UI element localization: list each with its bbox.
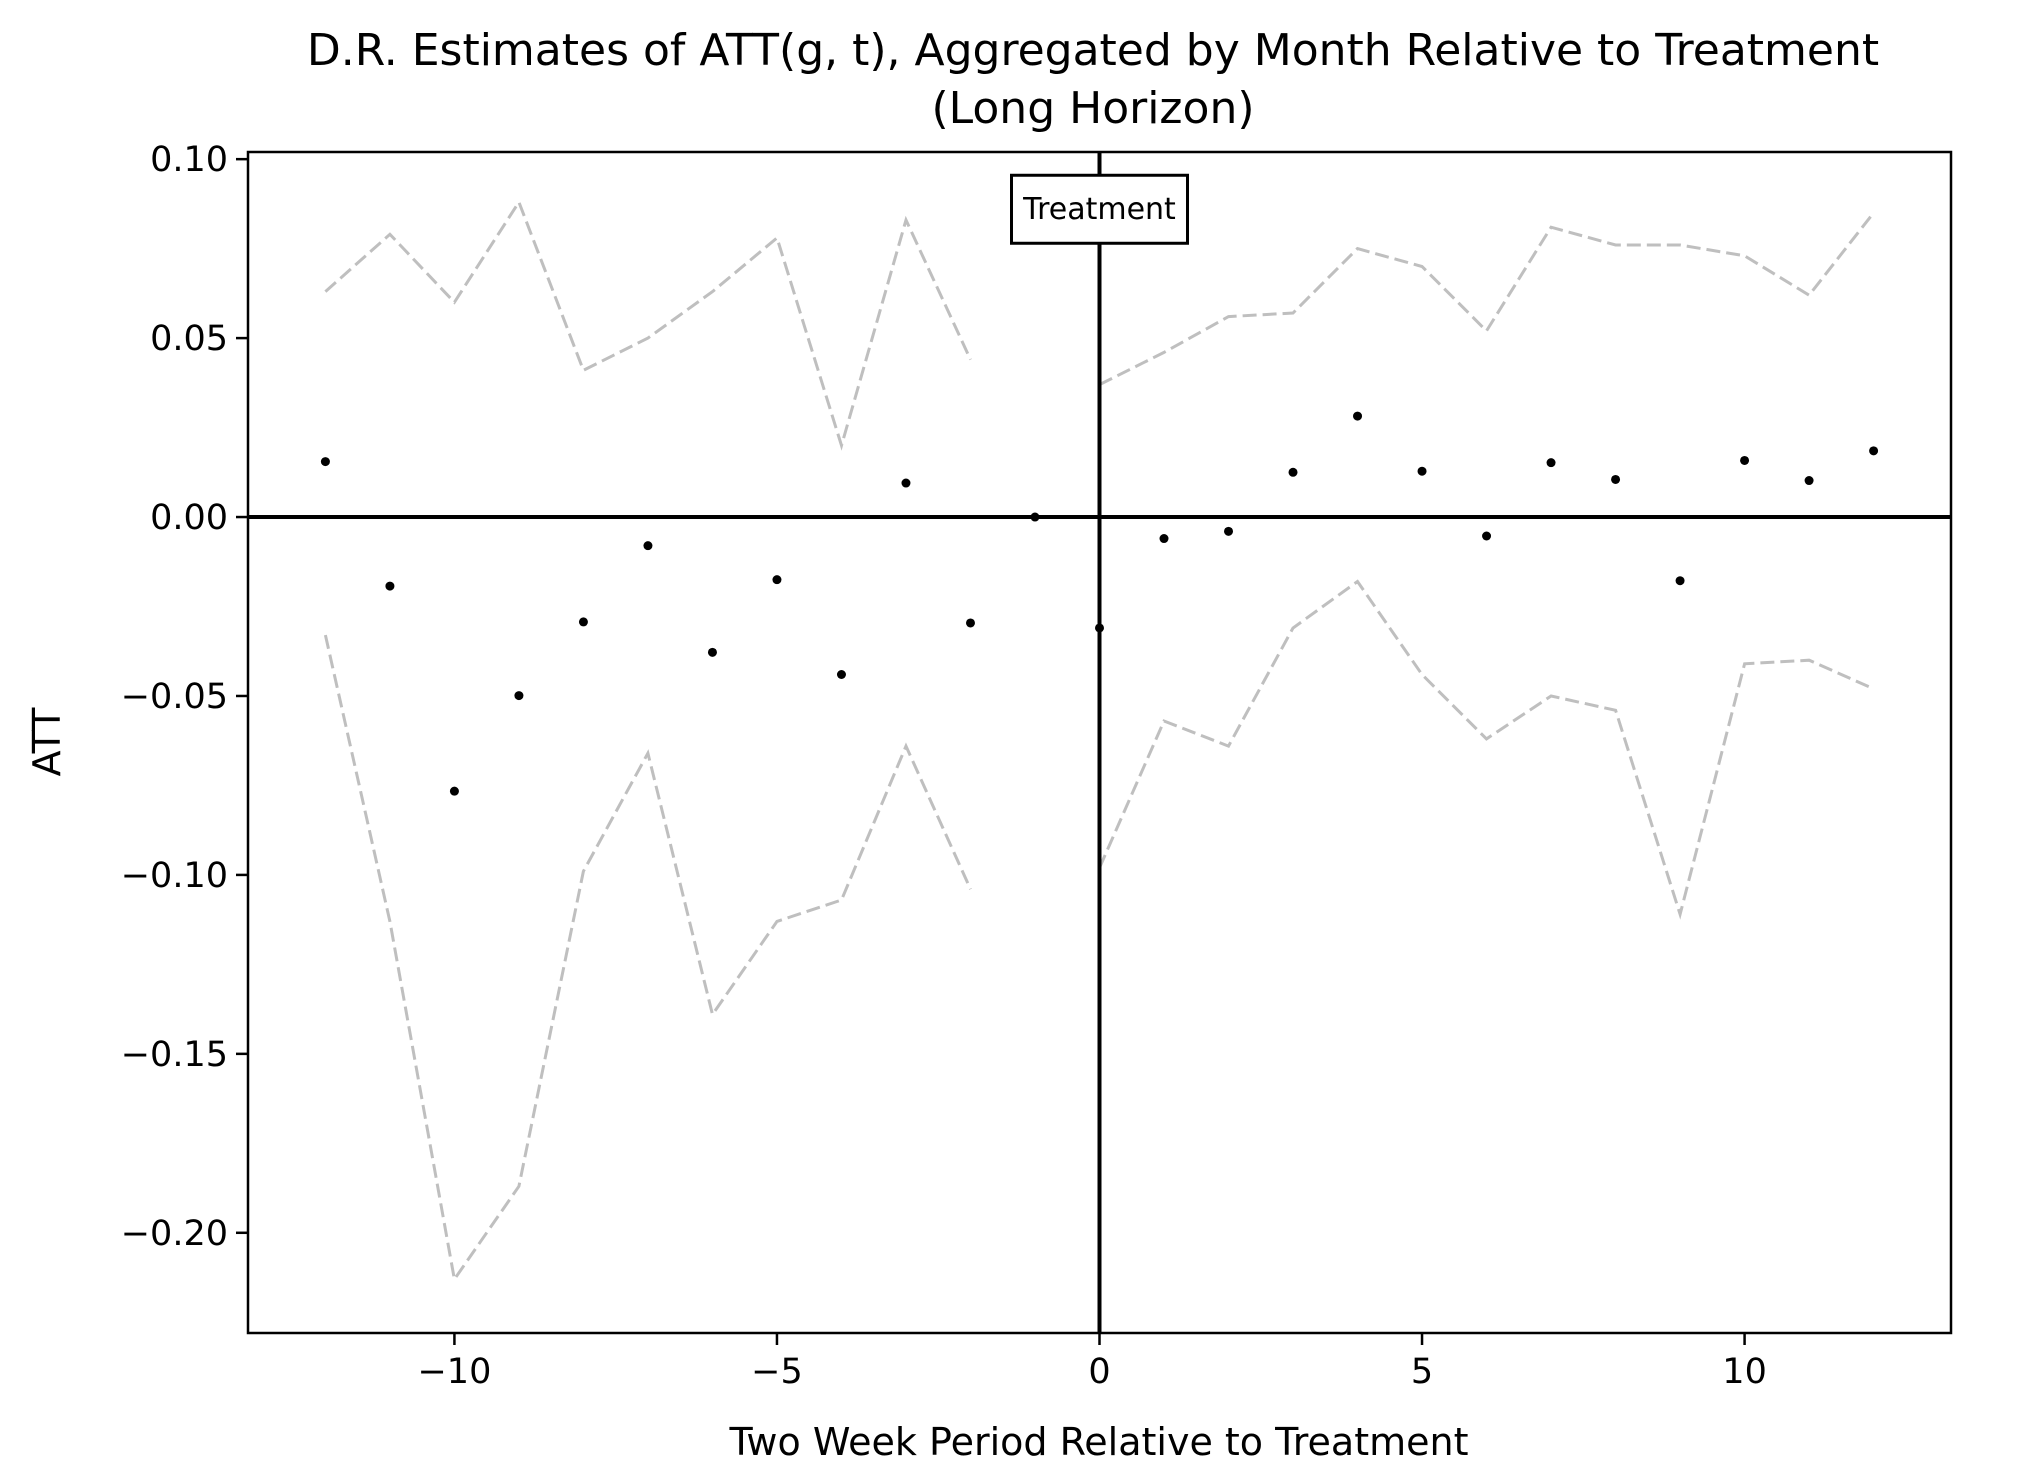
y-tick-label: −0.10 xyxy=(121,856,228,896)
ci-lower-line-1 xyxy=(323,634,972,1284)
att-point xyxy=(836,670,846,680)
att-point xyxy=(449,786,459,796)
x-tick-label: 10 xyxy=(1722,1352,1767,1392)
att-point xyxy=(514,691,524,701)
x-tick-label: 5 xyxy=(1411,1352,1433,1392)
att-point xyxy=(1288,467,1298,477)
att-point xyxy=(1095,623,1104,633)
treatment-annotation-label: Treatment xyxy=(1022,192,1176,227)
att-point xyxy=(901,478,911,488)
att-point xyxy=(707,647,717,657)
att-point xyxy=(643,541,653,551)
att-point xyxy=(1224,526,1234,536)
y-tick-label: 0.10 xyxy=(150,140,228,180)
ci-upper-line-1 xyxy=(324,198,972,451)
y-axis-ticks: 0.10 0.05 0.00 −0.05 −0.10 −0.15 −0.20 xyxy=(121,140,248,1254)
y-tick-label: 0.00 xyxy=(150,498,228,538)
att-point xyxy=(385,581,395,591)
att-point xyxy=(1675,576,1685,586)
att-point xyxy=(1804,476,1814,486)
ci-lower-line-2 xyxy=(1098,579,1875,920)
x-tick-label: −10 xyxy=(417,1352,491,1392)
att-point xyxy=(1159,534,1169,544)
att-point xyxy=(578,617,588,627)
y-tick-label: 0.05 xyxy=(150,319,228,359)
chart-subtitle: (Long Horizon) xyxy=(931,83,1254,134)
att-points xyxy=(320,411,1879,796)
att-point xyxy=(1546,458,1556,468)
confidence-interval-lines xyxy=(323,198,1875,1284)
att-point xyxy=(1030,512,1040,522)
y-tick-label: −0.20 xyxy=(121,1214,228,1254)
y-tick-label: −0.05 xyxy=(121,677,228,717)
x-tick-label: −5 xyxy=(751,1352,803,1392)
att-point xyxy=(965,618,975,628)
reference-lines xyxy=(248,152,1951,1333)
att-point xyxy=(320,457,330,467)
att-point xyxy=(772,575,782,585)
treatment-annotation: Treatment xyxy=(1010,173,1189,245)
treatment-annotation-box xyxy=(1010,173,1189,245)
y-axis-label: ATT xyxy=(25,707,69,777)
ci-upper-line-2 xyxy=(1098,211,1875,386)
y-tick-label: −0.15 xyxy=(121,1035,228,1075)
att-point xyxy=(1417,466,1427,476)
att-point xyxy=(1740,455,1750,465)
att-point xyxy=(1482,531,1492,541)
chart-title: D.R. Estimates of ATT(g, t), Aggregated … xyxy=(307,25,1879,76)
att-point xyxy=(1353,411,1363,421)
x-axis-label: Two Week Period Relative to Treatment xyxy=(729,1420,1469,1464)
x-tick-label: 0 xyxy=(1088,1352,1110,1392)
att-point xyxy=(1869,446,1879,456)
x-axis-ticks: −10 −5 0 5 10 xyxy=(417,1333,1767,1392)
att-point xyxy=(1611,474,1621,484)
